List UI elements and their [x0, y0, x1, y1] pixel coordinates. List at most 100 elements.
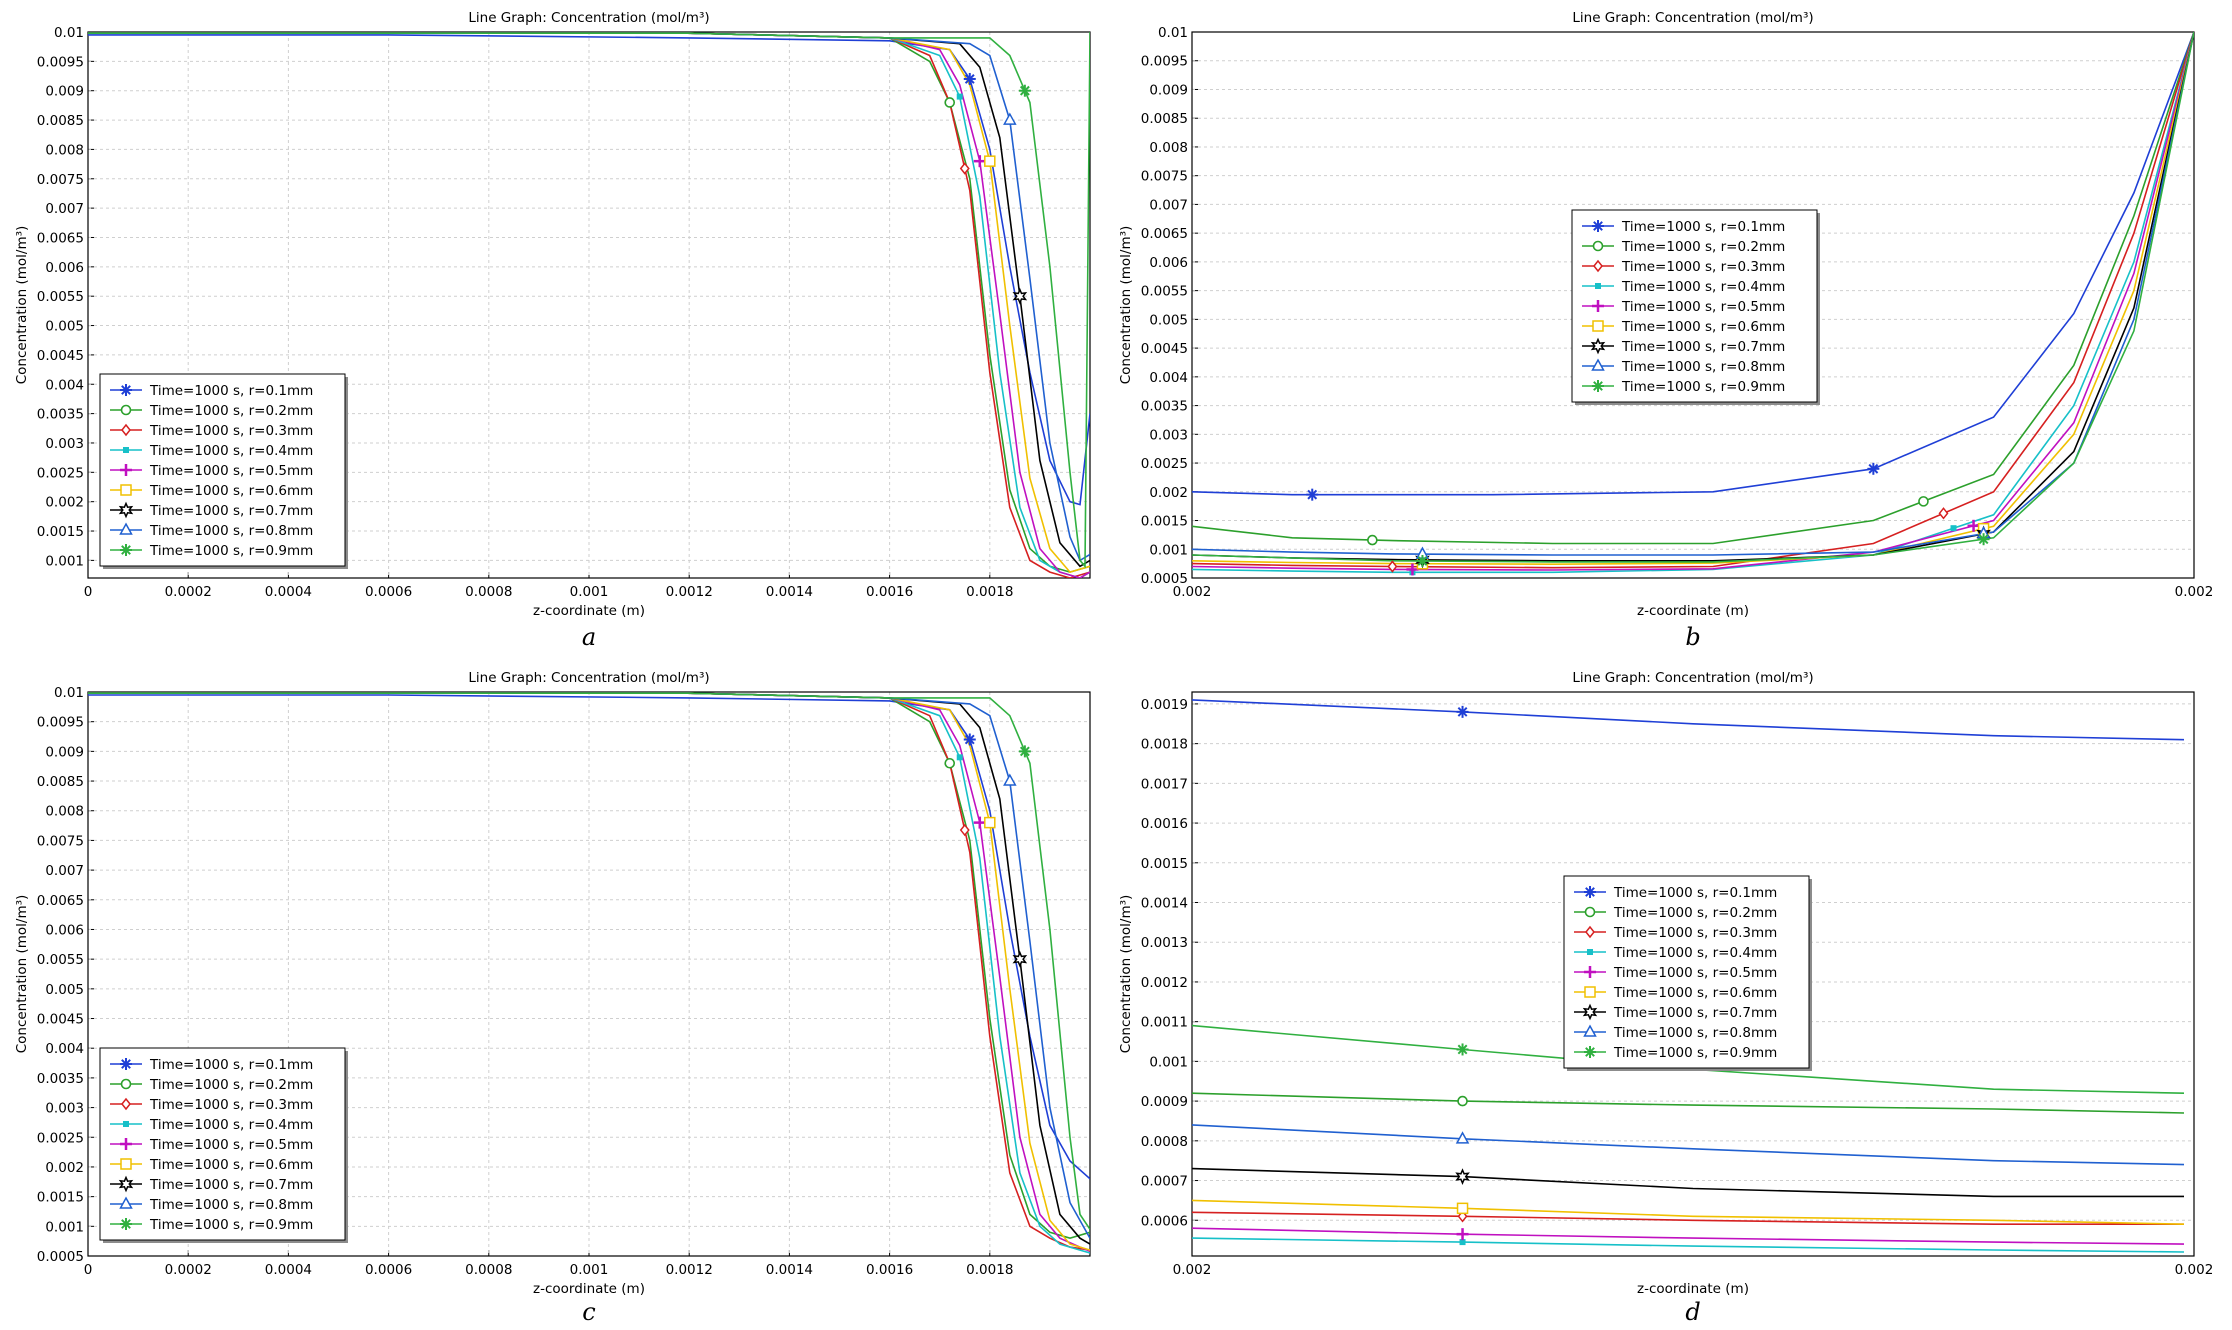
x-axis-label: z-coordinate (m)	[1637, 1281, 1749, 1297]
y-axis-ticks: 0.001 0.0015 0.002 0.0025 0.003 0.0035 0.004 0.…	[37, 25, 94, 569]
series-marker-5	[1967, 519, 1980, 532]
y-tick-label: 0.005	[45, 319, 84, 335]
legend-entry-label: Time=1000 s, r=0.5mm	[1613, 965, 1777, 981]
y-tick-label: 0.0085	[37, 113, 84, 129]
series-marker-2	[1457, 1095, 1468, 1107]
x-tick-label: 0	[84, 1262, 93, 1278]
legend-entry-label: Time=1000 s, r=0.4mm	[149, 443, 313, 459]
series-marker-3	[1387, 560, 1398, 573]
y-tick-label: 0.0013	[1141, 935, 1188, 951]
y-tick-label: 0.004	[1149, 370, 1188, 386]
y-tick-label: 0.003	[1149, 427, 1188, 443]
y-tick-label: 0.006	[45, 260, 84, 276]
y-tick-label: 0.0035	[1141, 399, 1188, 415]
y-tick-label: 0.0015	[1141, 514, 1188, 530]
legend-marker	[1584, 886, 1596, 898]
y-tick-label: 0.003	[45, 436, 84, 452]
y-tick-label: 0.001	[1149, 542, 1188, 558]
legend-entry-label: Time=1000 s, r=0.2mm	[149, 403, 313, 419]
legend-entry-label: Time=1000 s, r=0.2mm	[149, 1077, 313, 1093]
series-marker-3	[959, 823, 970, 837]
series-line-1	[1192, 699, 2185, 741]
legend-marker	[1585, 925, 1595, 939]
y-tick-label: 0.0006	[1141, 1213, 1188, 1229]
y-tick-label: 0.009	[45, 744, 84, 760]
y-tick-label: 0.001	[1149, 1054, 1188, 1070]
panel-letter: d	[1685, 1298, 1700, 1326]
legend-entry-label: Time=1000 s, r=0.2mm	[1621, 239, 1785, 255]
series-line-9	[88, 692, 1090, 1230]
y-tick-label: 0.003	[45, 1101, 84, 1117]
legend-entry-label: Time=1000 s, r=0.3mm	[149, 1097, 313, 1113]
y-axis-ticks: 0.0005 0.001 0.0015 0.002 0.0025 0.003 0.0035 0…	[1141, 25, 1198, 587]
legend-marker	[120, 464, 132, 476]
legend-marker	[119, 1196, 133, 1209]
y-axis-ticks: 0.0006 0.0007 0.0008 0.0009 0.001 0.0011 0.001…	[1141, 697, 1198, 1229]
legend-marker	[120, 484, 132, 496]
legend-marker	[1587, 949, 1593, 955]
legend-entry-label: Time=1000 s, r=0.7mm	[1613, 1005, 1777, 1021]
chart-panel-d: 0.0006 0.0007 0.0008 0.0009 0.001 0.0011 0.001…	[1118, 670, 2213, 1326]
chart-title: Line Graph: Concentration (mol/m³)	[468, 10, 709, 26]
x-tick-label: 0.0014	[766, 1262, 813, 1278]
y-tick-label: 0.0018	[1141, 737, 1188, 753]
y-tick-label: 0.0025	[1141, 456, 1188, 472]
y-tick-label: 0.0019	[1141, 697, 1188, 713]
y-tick-label: 0.0035	[37, 407, 84, 423]
series-marker-6	[984, 816, 996, 829]
y-tick-label: 0.0095	[37, 54, 84, 70]
chart-panel-b: 0.0005 0.001 0.0015 0.002 0.0025 0.003 0.0035 0…	[1118, 10, 2213, 651]
series-line-9	[1192, 32, 2194, 563]
y-tick-label: 0.0075	[37, 172, 84, 188]
y-tick-label: 0.001	[45, 553, 84, 569]
panel-letter: b	[1685, 623, 1700, 651]
x-tick-label: 0.002	[2175, 584, 2214, 600]
legend-entry-label: Time=1000 s, r=0.4mm	[149, 1117, 313, 1133]
x-tick-label: 0.0018	[966, 1262, 1013, 1278]
legend-entry-label: Time=1000 s, r=0.1mm	[1621, 219, 1785, 235]
series-marker-9	[1018, 84, 1031, 97]
x-tick-label: 0.002	[2175, 1262, 2214, 1278]
legend-entry-label: Time=1000 s, r=0.9mm	[1613, 1045, 1777, 1061]
series-line-8	[1192, 1124, 2185, 1166]
y-tick-label: 0.004	[45, 1041, 84, 1057]
x-tick-label: 0.0008	[465, 584, 512, 600]
plot-frame	[87, 31, 1091, 579]
y-tick-label: 0.0045	[1141, 341, 1188, 357]
legend-entry-label: Time=1000 s, r=0.5mm	[149, 463, 313, 479]
series-marker-4	[956, 754, 963, 761]
legend-marker	[1583, 1024, 1597, 1037]
y-tick-label: 0.0075	[1141, 169, 1188, 185]
legend: Time=1000 s, r=0.1mm Time=1000 s, r=0.2mm…	[99, 373, 348, 569]
y-tick-label: 0.002	[45, 1160, 84, 1176]
legend-marker	[118, 501, 134, 519]
series-marker-9	[1977, 533, 1990, 546]
y-tick-label: 0.0025	[37, 1130, 84, 1146]
series-marker-9	[1018, 745, 1031, 758]
series-line-4	[1192, 32, 2194, 574]
x-tick-label: 0.0012	[666, 1262, 713, 1278]
y-tick-label: 0.0017	[1141, 776, 1188, 792]
series-group	[88, 32, 1090, 578]
legend-entry-label: Time=1000 s, r=0.4mm	[1613, 945, 1777, 961]
series-marker-9	[1456, 1043, 1469, 1056]
legend-marker	[1584, 1046, 1596, 1058]
series-line-8	[1192, 32, 2194, 556]
y-tick-label: 0.002	[1149, 485, 1188, 501]
legend-entry-label: Time=1000 s, r=0.7mm	[1621, 339, 1785, 355]
y-axis-label: Concentration (mol/m³)	[14, 226, 30, 385]
series-marker-8	[1003, 112, 1017, 125]
series-marker-6	[1456, 1202, 1469, 1215]
x-tick-label: 0.002	[1173, 1262, 1212, 1278]
series-line-3	[1192, 32, 2194, 569]
series-marker-4	[1950, 525, 1957, 532]
chart-panel-c: 0.0005 0.001 0.0015 0.002 0.0025 0.003 0.0035 0…	[14, 670, 1091, 1326]
series-marker-1	[1306, 488, 1319, 501]
legend-marker	[1584, 906, 1596, 918]
legend-marker	[118, 1175, 134, 1193]
y-tick-label: 0.009	[45, 84, 84, 100]
legend-marker	[1584, 966, 1596, 978]
series-line-1	[88, 34, 1090, 506]
series-marker-2	[1367, 534, 1378, 546]
